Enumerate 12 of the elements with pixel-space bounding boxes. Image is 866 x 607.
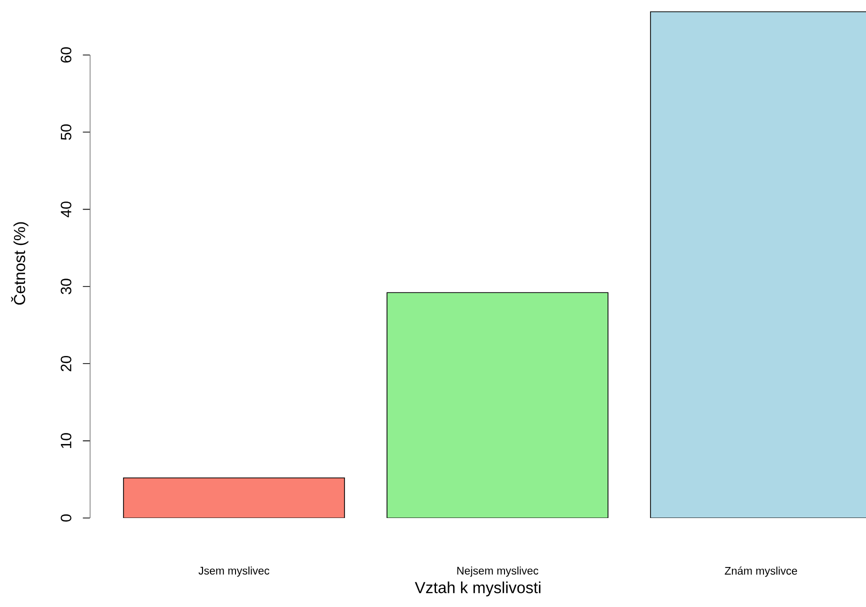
x-tick-label: Nejsem myslivec [457,566,538,577]
y-tick-label: 20 [60,356,72,372]
x-tick-label: Znám myslivce [724,566,798,577]
y-tick-label: 60 [60,47,72,63]
x-tick-label: Jsem myslivec [198,566,270,577]
y-tick-label: 10 [60,433,72,448]
x-axis-title: Vztah k myslivosti [414,582,540,596]
y-axis-title: Četnost (%) [11,222,28,305]
y-tick-label: 40 [60,202,72,218]
y-tick-label: 50 [60,124,72,140]
y-tick-label: 30 [60,278,72,294]
y-tick-label: 0 [60,514,72,522]
